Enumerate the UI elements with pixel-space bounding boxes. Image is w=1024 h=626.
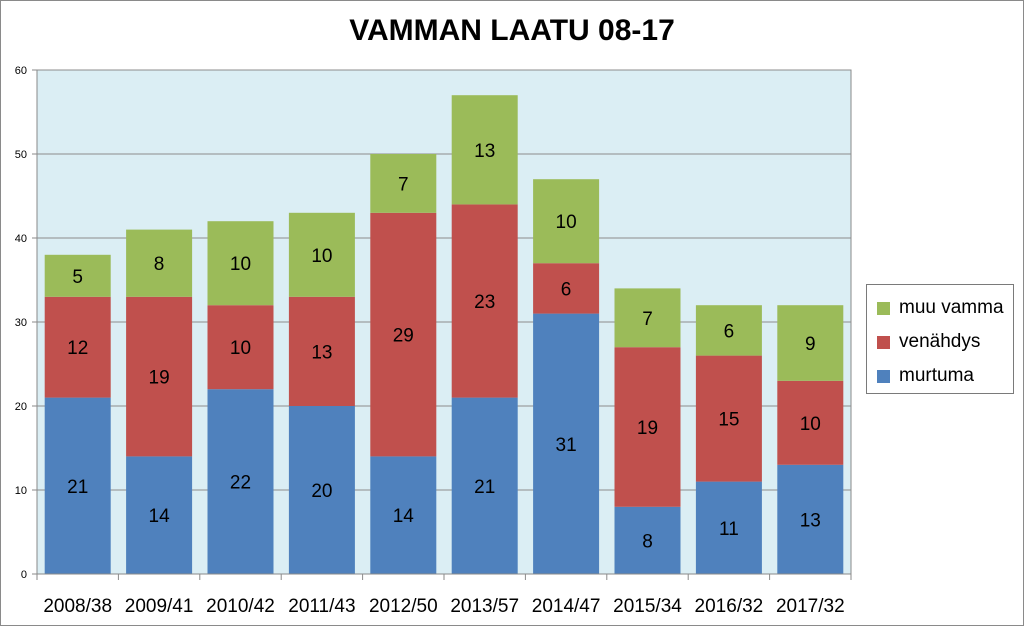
bar-segment	[777, 305, 844, 381]
bar-segment	[288, 296, 355, 406]
bar-segment	[370, 212, 437, 457]
bar-segment	[126, 229, 193, 297]
legend-label: venähdys	[899, 331, 981, 352]
y-tick-label: 0	[21, 569, 27, 581]
y-tick-label: 10	[15, 485, 27, 497]
bar-segment	[533, 179, 600, 264]
x-tick-label: 2014/47	[532, 596, 601, 617]
data-label: 29	[393, 326, 414, 347]
data-label: 10	[556, 212, 577, 233]
bar-segment	[288, 212, 355, 297]
x-tick-label: 2012/50	[369, 596, 438, 617]
bar-segment	[451, 204, 518, 398]
data-label: 13	[474, 141, 495, 162]
bar-segment	[614, 288, 681, 348]
legend-swatch	[877, 369, 890, 383]
data-label: 19	[637, 418, 658, 439]
data-label: 13	[800, 510, 821, 531]
data-label: 6	[724, 321, 735, 342]
data-label: 10	[800, 414, 821, 435]
x-tick-label: 2008/38	[43, 596, 112, 617]
data-label: 10	[230, 254, 251, 275]
data-label: 14	[393, 506, 415, 527]
data-label: 11	[719, 519, 739, 540]
bar-segment	[207, 221, 274, 306]
bar-segment	[695, 305, 762, 356]
y-tick-label: 20	[15, 401, 27, 413]
bar-segment	[614, 506, 681, 574]
data-label: 31	[556, 435, 577, 456]
legend-item: venähdys	[867, 325, 1013, 359]
data-label: 8	[642, 531, 653, 552]
y-tick-label: 50	[15, 149, 27, 161]
bar-segment	[44, 397, 111, 574]
data-label: 5	[72, 267, 83, 288]
bar-segment	[126, 456, 193, 574]
data-label: 12	[67, 338, 88, 359]
data-label: 7	[642, 309, 653, 330]
bar-segment	[533, 263, 600, 314]
data-label: 20	[311, 481, 332, 502]
y-tick-label: 60	[15, 65, 27, 77]
x-tick-label: 2010/42	[206, 596, 275, 617]
data-label: 6	[561, 279, 572, 300]
x-tick-label: 2009/41	[125, 596, 194, 617]
legend-item: muu vamma	[867, 291, 1013, 325]
data-label: 10	[230, 338, 251, 359]
bar-segment	[207, 305, 274, 390]
bar-segment	[695, 481, 762, 574]
bar-segment	[777, 464, 844, 574]
data-label: 21	[67, 477, 88, 498]
data-label: 8	[154, 254, 165, 275]
data-label: 14	[149, 506, 171, 527]
chart-title: VAMMAN LAATU 08-17	[349, 14, 675, 47]
x-tick-label: 2013/57	[450, 596, 519, 617]
data-label: 15	[718, 410, 739, 431]
bar-segment	[533, 313, 600, 574]
legend-swatch	[877, 301, 890, 315]
legend-item: murtuma	[867, 359, 1013, 393]
bar-segment	[44, 254, 111, 297]
legend-label: murtuma	[899, 365, 974, 386]
x-tick-label: 2016/32	[695, 596, 764, 617]
y-tick-label: 30	[15, 317, 27, 329]
bar-segment	[695, 355, 762, 482]
data-label: 22	[230, 473, 251, 494]
data-label: 23	[474, 292, 495, 313]
bar-segment	[288, 406, 355, 574]
bar-segment	[614, 347, 681, 507]
legend-swatch	[877, 335, 890, 349]
bar-segment	[370, 456, 437, 574]
bar-segment	[44, 296, 111, 398]
chart-legend: muu vamma venähdys murtuma	[866, 284, 1014, 394]
data-label: 13	[311, 342, 332, 363]
bar-segment	[207, 389, 274, 574]
data-label: 7	[398, 174, 409, 195]
bar-segment	[126, 296, 193, 457]
x-tick-label: 2015/34	[613, 596, 682, 617]
bar-segment	[370, 154, 437, 213]
data-label: 21	[474, 477, 495, 498]
x-tick-label: 2011/43	[288, 596, 355, 617]
legend-label: muu vamma	[899, 297, 1004, 318]
y-tick-label: 40	[15, 233, 27, 245]
data-label: 10	[311, 246, 332, 267]
bar-segment	[777, 380, 844, 465]
data-label: 19	[149, 368, 170, 389]
data-label: 9	[805, 334, 816, 355]
x-tick-label: 2017/32	[776, 596, 845, 617]
bar-segment	[451, 95, 518, 205]
bar-segment	[451, 397, 518, 574]
